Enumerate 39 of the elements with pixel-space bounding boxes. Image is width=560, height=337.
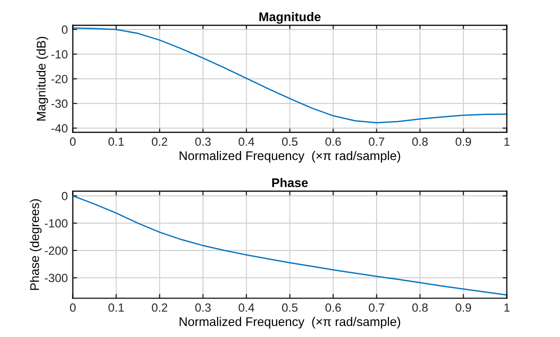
x-tick-label: 0.1 (108, 303, 124, 312)
x-tick-label: 0.4 (238, 137, 254, 146)
x-tick-label: 0 (70, 137, 76, 146)
chart-title: Phase (272, 178, 308, 188)
x-tick-label: 0.3 (195, 137, 211, 146)
y-tick-label: 0 (62, 26, 68, 34)
y-tick-label: -300 (44, 274, 68, 282)
y-axis-title: Magnitude (dB) (36, 36, 48, 120)
y-tick-label: -40 (51, 124, 68, 133)
x-axis-title: Normalized Frequency (×π rad/sample) (180, 316, 400, 329)
x-tick-label: 0.8 (412, 303, 428, 312)
x-axis-title: Normalized Frequency (×π rad/sample) (180, 150, 400, 163)
y-tick-label: -100 (44, 219, 68, 228)
line-series (72, 195, 507, 296)
x-tick-label: 1 (504, 138, 510, 146)
x-tick-label: 0.9 (456, 137, 472, 146)
line-series (72, 27, 507, 124)
x-tick-label: 0.4 (238, 303, 254, 312)
x-tick-label: 0 (70, 303, 76, 312)
x-tick-label: 0.6 (325, 303, 341, 312)
x-tick-label: 0.7 (368, 137, 384, 146)
y-tick-label: -30 (51, 100, 68, 108)
x-tick-label: 1 (504, 304, 510, 312)
x-tick-label: 0.7 (368, 303, 384, 312)
y-tick-label: 0 (62, 192, 68, 200)
x-tick-label: 0.5 (282, 137, 298, 146)
x-tick-label: 0.2 (152, 303, 168, 312)
x-tick-label: 0.9 (456, 303, 472, 312)
x-tick-label: 0.5 (282, 303, 298, 312)
y-tick-label: -200 (44, 246, 68, 255)
y-tick-label: -10 (51, 50, 68, 59)
x-tick-label: 0.8 (412, 137, 428, 146)
x-tick-label: 0.3 (195, 303, 211, 312)
y-tick-label: -20 (51, 74, 68, 84)
x-tick-label: 0.1 (108, 137, 124, 146)
y-axis-title: Phase (degrees) (30, 199, 42, 290)
x-tick-label: 0.2 (152, 137, 168, 146)
chart-title: Magnitude (259, 12, 321, 24)
x-tick-label: 0.6 (325, 137, 341, 146)
